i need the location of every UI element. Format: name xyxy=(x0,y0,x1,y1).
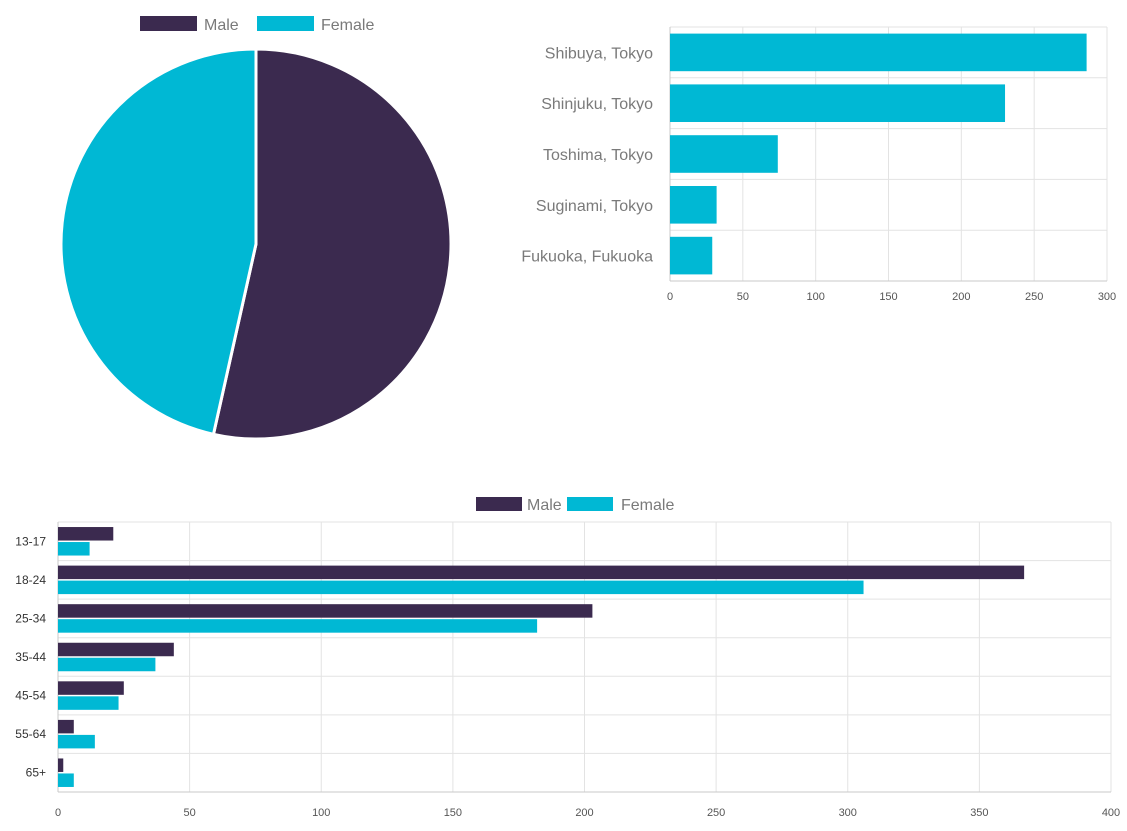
gender-pie-chart: Male Female xyxy=(0,0,520,460)
pie-slice-male xyxy=(211,47,453,441)
pie-legend-swatch-male xyxy=(140,16,197,31)
city-bar xyxy=(670,236,713,275)
age-bar-male xyxy=(58,642,174,657)
city-x-tick-label: 150 xyxy=(879,291,897,303)
city-x-tick-label: 0 xyxy=(667,291,673,303)
age-category-label: 65+ xyxy=(26,766,46,780)
age-x-tick-label: 400 xyxy=(1102,807,1120,819)
age-category-label: 25-34 xyxy=(15,611,46,625)
city-x-tick-label: 300 xyxy=(1098,291,1116,303)
city-bar xyxy=(670,135,778,173)
age-bar-female xyxy=(58,773,74,787)
age-category-label: 18-24 xyxy=(15,573,46,587)
city-bar xyxy=(670,84,1006,122)
age-bar-female xyxy=(58,696,119,710)
age-category-label: 13-17 xyxy=(15,534,46,548)
city-category-label: Fukuoka, Fukuoka xyxy=(521,249,653,266)
age-legend-swatch-female xyxy=(567,497,613,511)
age-bar-female xyxy=(58,619,538,633)
city-bar xyxy=(670,33,1087,72)
city-category-label: Suginami, Tokyo xyxy=(536,198,653,215)
age-bar-female xyxy=(58,580,864,595)
city-x-tick-label: 200 xyxy=(952,291,970,303)
age-category-label: 45-54 xyxy=(15,689,46,703)
pie-slice-female xyxy=(59,47,258,437)
city-category-label: Shinjuku, Tokyo xyxy=(541,96,653,113)
age-x-tick-label: 0 xyxy=(55,807,61,819)
age-bar-svg: Male Female 0 50 100 150 200 250 300 350 400 13-17 1… xyxy=(15,497,1120,819)
age-x-tick-label: 300 xyxy=(839,807,857,819)
age-bar-female xyxy=(58,734,95,749)
age-bar-male xyxy=(58,719,74,734)
age-x-tick-label: 150 xyxy=(444,807,462,819)
age-bar-male xyxy=(58,681,124,695)
city-category-label: Shibuya, Tokyo xyxy=(545,45,653,62)
age-bar-male xyxy=(58,604,593,618)
city-bar xyxy=(670,186,717,224)
age-x-tick-label: 200 xyxy=(575,807,593,819)
city-category-label: Toshima, Tokyo xyxy=(543,147,653,164)
age-bar-male xyxy=(58,527,114,541)
age-x-tick-label: 100 xyxy=(312,807,330,819)
age-legend-swatch-male xyxy=(476,497,522,511)
age-category-label: 35-44 xyxy=(15,650,46,664)
age-gender-bar-chart: Male Female 0 50 100 150 200 250 300 350 400 13-17 1… xyxy=(0,485,1127,831)
city-x-tick-label: 100 xyxy=(806,291,824,303)
age-legend-label-male: Male xyxy=(527,497,562,514)
age-bar-female xyxy=(58,657,156,672)
city-bar-svg: 0 50 100 150 200 250 300 Shibuya, Tokyo Shinjuku… xyxy=(521,26,1116,303)
age-bar-male xyxy=(58,758,64,772)
city-x-tick-label: 250 xyxy=(1025,291,1043,303)
age-x-tick-label: 50 xyxy=(184,807,196,819)
age-bar-male xyxy=(58,565,1025,580)
pie-legend-label-male: Male xyxy=(204,17,239,34)
age-legend-label-female: Female xyxy=(621,497,674,514)
city-bar-chart: 0 50 100 150 200 250 300 Shibuya, Tokyo Shinjuku… xyxy=(500,0,1127,330)
age-category-label: 55-64 xyxy=(15,727,46,741)
city-x-tick-label: 50 xyxy=(737,291,749,303)
age-bar-female xyxy=(58,542,90,556)
gender-pie-svg: Male Female xyxy=(59,16,453,441)
pie-legend-swatch-female xyxy=(257,16,314,31)
pie-slices xyxy=(59,47,453,441)
age-x-tick-label: 250 xyxy=(707,807,725,819)
pie-legend-label-female: Female xyxy=(321,17,374,34)
age-x-tick-label: 350 xyxy=(970,807,988,819)
pie-legend: Male Female xyxy=(140,16,374,34)
